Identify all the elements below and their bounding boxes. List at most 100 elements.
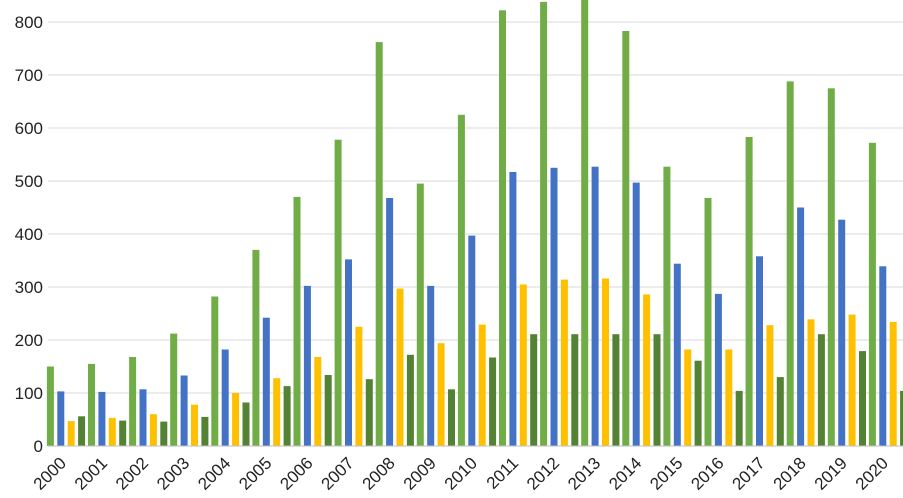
bar-series-2-2008 [386,198,394,446]
bar-series-4-2000 [78,416,86,446]
x-tick-label: 2003 [153,454,193,494]
y-tick-label: 300 [15,278,43,297]
bars [46,0,903,447]
bar-series-2-2012 [550,167,558,447]
bar-series-4-2017 [776,377,784,446]
bar-series-1-2011 [499,10,506,447]
bar-series-1-2002 [129,357,137,446]
x-tick-label: 2016 [687,454,727,494]
x-tick-label: 2018 [770,454,810,494]
bar-series-3-2016 [725,349,733,446]
x-tick-label: 2009 [400,454,440,494]
bar-series-3-2018 [807,319,815,446]
x-tick-label: 2017 [729,454,769,494]
bar-series-1-2009 [416,183,424,446]
bar-series-1-2007 [334,139,342,446]
y-tick-label: 600 [15,119,43,138]
bar-series-2-2004 [221,349,229,446]
x-tick-label: 2011 [483,454,522,493]
bar-series-4-2009 [448,389,455,446]
x-axis-ticks: 2000 2001 2002 2003 2004 2005 2006 2007 2008 2009… [30,454,892,494]
y-tick-label: 700 [15,66,43,85]
gridlines [48,21,903,394]
bar-series-4-2001 [119,420,127,446]
x-tick-label: 2015 [646,454,686,494]
bar-series-3-2012 [560,279,568,446]
x-tick-label: 2013 [564,454,604,494]
y-tick-label: 400 [15,225,43,244]
bar-series-4-2004 [242,402,250,446]
bar-series-3-2009 [437,343,445,446]
bar-series-2-2001 [98,391,106,446]
bar-series-2-2009 [427,285,435,446]
bar-series-1-2018 [786,81,794,447]
bar-series-4-2005 [283,386,291,446]
bar-series-2-2020 [879,266,887,446]
bar-series-2-2015 [673,263,681,446]
bar-series-4-2019 [859,351,866,446]
bar-series-1-2012 [540,1,548,447]
bar-series-3-2002 [149,414,157,446]
x-tick-label: 2000 [30,454,70,494]
bar-series-1-2017 [745,137,753,446]
bar-series-2-2007 [345,259,352,446]
x-tick-label: 2008 [359,454,399,494]
x-tick-label: 2004 [194,454,234,494]
bar-series-1-2004 [211,296,219,446]
bar-series-4-2006 [324,375,332,446]
bar-series-2-2013 [591,166,599,446]
y-tick-label: 100 [15,384,43,403]
bar-series-4-2012 [571,334,579,446]
bar-series-4-2010 [489,357,497,446]
x-tick-label: 2006 [276,454,316,494]
x-tick-label: 2014 [605,454,645,494]
bar-series-3-2014 [643,294,651,446]
bar-series-1-2014 [622,31,630,446]
x-tick-label: 2012 [523,454,563,494]
bar-series-2-2002 [139,389,147,446]
bar-series-3-2013 [602,278,609,446]
bar-series-2-2016 [714,293,722,446]
bar-series-1-2005 [252,249,260,446]
bar-series-1-2001 [88,363,95,446]
x-tick-label: 2010 [441,454,481,494]
bar-series-3-2003 [191,404,198,446]
bar-series-3-2010 [478,324,486,446]
bar-series-3-2005 [273,378,281,446]
x-tick-label: 2007 [318,454,358,494]
x-tick-label: 2002 [112,454,152,494]
y-tick-label: 500 [15,172,43,191]
bar-series-3-2006 [314,357,322,446]
bar-series-1-2010 [457,114,465,447]
bar-series-4-2018 [817,334,825,446]
bar-series-1-2016 [704,198,712,446]
y-axis-ticks: 0 100 200 300 400 500 600 700 800 [15,13,43,456]
bar-series-2-2005 [262,317,270,446]
bar-series-4-2015 [694,360,702,446]
y-tick-label: 200 [15,331,43,350]
bar-series-1-2015 [663,166,671,446]
bar-series-1-2020 [868,142,876,447]
bar-series-4-2008 [406,354,414,446]
x-tick-label: 2019 [811,454,851,494]
bar-series-4-2013 [612,334,620,446]
bar-series-2-2011 [509,172,517,446]
bar-series-2-2017 [756,256,763,446]
bar-series-3-2019 [848,314,856,446]
bar-series-2-2010 [468,235,476,446]
bar-series-1-2000 [46,366,54,446]
bar-series-4-2014 [653,334,661,446]
bar-series-3-2000 [67,421,75,446]
bar-series-2-2006 [303,285,311,446]
bar-series-3-2001 [108,417,116,446]
bar-series-3-2011 [519,284,527,446]
bar-series-2-2003 [180,375,188,446]
bar-series-1-2008 [375,42,383,446]
x-tick-label: 2001 [71,454,111,494]
bar-series-2-2018 [797,207,805,446]
bar-series-2-2019 [838,219,846,446]
bar-series-3-2008 [396,288,404,446]
bar-series-1-2013 [581,0,589,446]
bar-series-3-2017 [766,325,774,446]
